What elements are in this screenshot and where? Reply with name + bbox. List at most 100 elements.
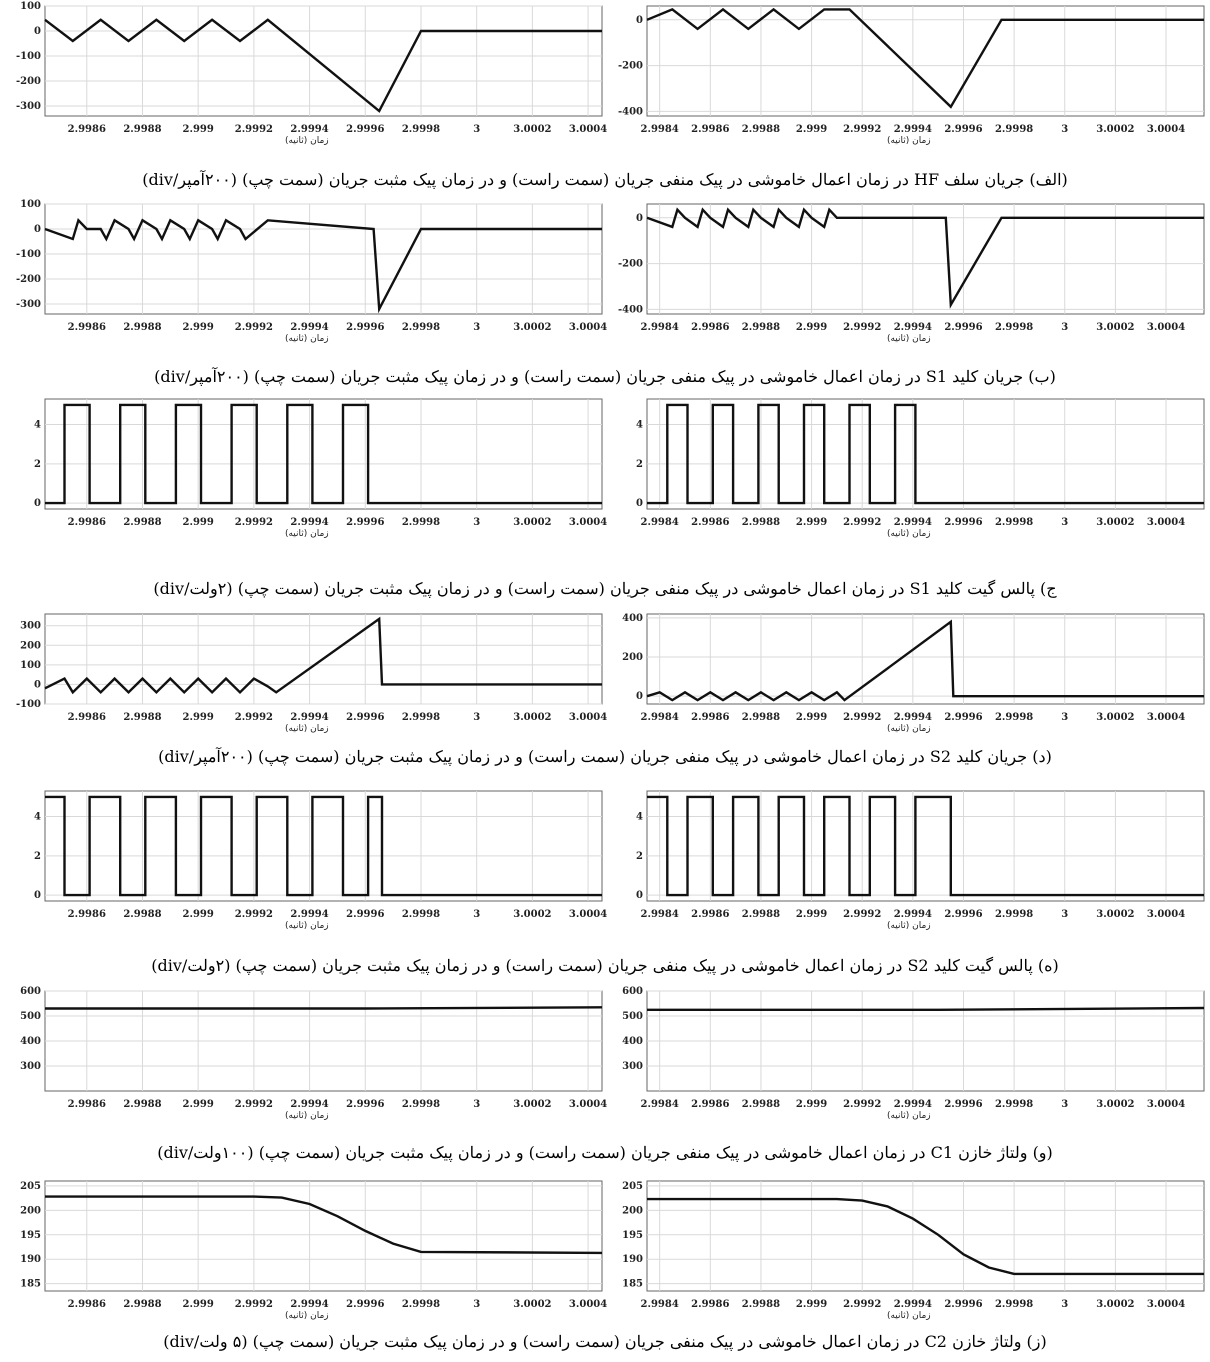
series-line [647, 1197, 1204, 1276]
chart-svg-e-left: 4 2 0 2.9986 2.9988 2.999 2.9992 2.9994 2.9996 2.… [34, 790, 607, 931]
x-tick-label: 3.0002 [1096, 124, 1134, 135]
x-tick-label: 3.0004 [569, 322, 607, 333]
x-tick-label: 2.9994 [290, 124, 328, 135]
x-tick-label: 2.9986 [691, 1299, 729, 1310]
chart-svg-d-left: 300 200 100 0 -100 2.9986 2.9988 2.999 2.9992 2.9… [16, 613, 607, 734]
x-tick-label: 2.9996 [944, 1299, 982, 1310]
x-tick-label: 3.0004 [569, 124, 607, 135]
x-tick-label: 2.999 [796, 1299, 827, 1310]
x-axis-label: زمان (ثانیه) [285, 724, 329, 734]
y-tick-label: 0 [636, 890, 643, 901]
y-tick-label: 0 [34, 679, 41, 690]
x-tick-label: 2.999 [183, 322, 214, 333]
x-tick-label: 2.9984 [641, 1299, 679, 1310]
x-tick-label: 2.9998 [402, 712, 440, 723]
chart-svg-d-right: 400 200 0 2.9984 2.9986 2.9988 2.999 2.9992 2.99… [622, 613, 1205, 734]
series-line [647, 403, 1204, 505]
chart-svg-b-left: 100 0 -100 -200 -300 2.9986 2.9988 2.999 2.9992 2… [16, 199, 607, 344]
x-tick-label: 2.9988 [742, 322, 780, 333]
x-tick-label: 2.999 [796, 712, 827, 723]
x-tick-label: 2.9992 [235, 124, 273, 135]
x-tick-label: 2.9998 [995, 124, 1033, 135]
chart-panel-b-right: 0 -200 -400 2.9984 2.9986 2.9988 2.999 2.9992 2.… [0, 198, 1210, 348]
x-tick-label: 2.9992 [235, 909, 273, 920]
x-tick-label: 2.999 [796, 124, 827, 135]
chart-panel-g-right: 205 200 195 190 185 2.9984 2.9986 2.9988 2.999 2.… [0, 1175, 1210, 1325]
x-tick-label: 2.9996 [944, 124, 982, 135]
x-tick-label: 2.999 [183, 1299, 214, 1310]
x-tick-label: 2.9986 [691, 124, 729, 135]
y-tick-label: 2 [636, 851, 643, 862]
y-tick-label: -400 [618, 106, 643, 117]
x-tick-label: 2.9998 [995, 1099, 1033, 1110]
chart-svg-c-left: 4 2 0 2.9986 2.9988 2.999 2.9992 2.9994 2.9996 2.… [34, 398, 607, 539]
chart-svg-g-right: 205 200 195 190 185 2.9984 2.9986 2.9988 2.999 2.… [622, 1180, 1205, 1321]
x-tick-label: 2.9986 [68, 322, 106, 333]
series-line [45, 1195, 603, 1255]
series-line [646, 207, 1204, 309]
x-tick-label: 3.0004 [1147, 1099, 1185, 1110]
x-tick-label: 2.9996 [346, 517, 384, 528]
caption-6: (ز) ولتاژ خازن C2 در زمان اعمال خاموشی د… [163, 1332, 1047, 1351]
y-tick-label: 195 [20, 1230, 41, 1241]
series-line [647, 1006, 1205, 1011]
chart-svg-c-right: 4 2 0 2.9984 2.9986 2.9988 2.999 2.9992 2.9994 2.… [636, 398, 1205, 539]
y-tick-label: -300 [16, 299, 41, 310]
x-tick-label: 2.9988 [742, 124, 780, 135]
y-tick-label: 600 [20, 986, 41, 997]
y-tick-label: -200 [16, 274, 41, 285]
y-tick-label: 0 [636, 213, 643, 224]
y-tick-label: -200 [618, 259, 643, 270]
y-tick-label: 300 [622, 1061, 643, 1072]
x-tick-label: 3 [1061, 517, 1068, 528]
x-tick-label: 2.9996 [346, 909, 384, 920]
y-tick-label: -100 [16, 699, 41, 710]
x-tick-label: 2.9996 [346, 712, 384, 723]
x-tick-label: 2.9994 [894, 322, 932, 333]
x-tick-label: 3.0002 [513, 712, 551, 723]
plot-frame [646, 5, 1205, 117]
chart-svg-a-left: 100 0 -100 -200 -300 2.9986 2.9988 2.999 2.9992 2… [16, 1, 607, 146]
x-tick-label: 3 [473, 517, 480, 528]
x-tick-label: 3.0004 [569, 1099, 607, 1110]
x-tick-label: 2.9996 [944, 909, 982, 920]
y-tick-label: 0 [34, 224, 41, 235]
y-tick-label: 4 [636, 420, 643, 431]
x-tick-label: 3.0002 [513, 1099, 551, 1110]
y-tick-label: 500 [20, 1011, 41, 1022]
x-tick-label: 2.9998 [995, 1299, 1033, 1310]
x-tick-label: 2.9998 [402, 322, 440, 333]
x-tick-label: 3.0004 [1147, 124, 1185, 135]
x-tick-label: 2.9998 [402, 1099, 440, 1110]
x-tick-label: 2.9986 [691, 712, 729, 723]
x-tick-label: 2.9998 [402, 1299, 440, 1310]
x-tick-label: 2.999 [183, 517, 214, 528]
y-tick-label: 185 [622, 1279, 643, 1290]
x-axis-label: زمان (ثانیه) [887, 1311, 931, 1321]
x-tick-label: 3 [1061, 712, 1068, 723]
x-tick-label: 3.0004 [569, 1299, 607, 1310]
chart-panel-d-right: 400 200 0 2.9984 2.9986 2.9988 2.999 2.9992 2.99… [0, 608, 1210, 738]
x-tick-label: 3.0004 [569, 909, 607, 920]
x-tick-label: 2.9992 [235, 322, 273, 333]
x-tick-label: 3.0004 [1147, 712, 1185, 723]
series-line [45, 795, 602, 897]
x-axis-label: زمان (ثانیه) [887, 136, 931, 146]
y-tick-label: 200 [20, 1205, 41, 1216]
x-tick-label: 2.9996 [944, 712, 982, 723]
x-tick-label: 2.9988 [123, 1099, 161, 1110]
caption-0: (الف) جریان سلف HF در زمان اعمال خاموشی … [142, 170, 1068, 189]
x-tick-label: 2.9998 [402, 517, 440, 528]
series-line [44, 18, 602, 113]
x-tick-label: 3 [473, 909, 480, 920]
caption-4: (ه) پالس گیت کلید S2 در زمان اعمال خاموش… [151, 956, 1059, 975]
series-line [45, 1006, 603, 1010]
x-tick-label: 2.9996 [346, 1099, 384, 1110]
y-tick-label: 400 [622, 1036, 643, 1047]
x-tick-label: 2.9992 [843, 712, 881, 723]
y-tick-label: 205 [20, 1181, 41, 1192]
x-tick-label: 2.999 [796, 1099, 827, 1110]
x-tick-label: 2.9992 [843, 517, 881, 528]
x-tick-label: 2.9992 [235, 1099, 273, 1110]
